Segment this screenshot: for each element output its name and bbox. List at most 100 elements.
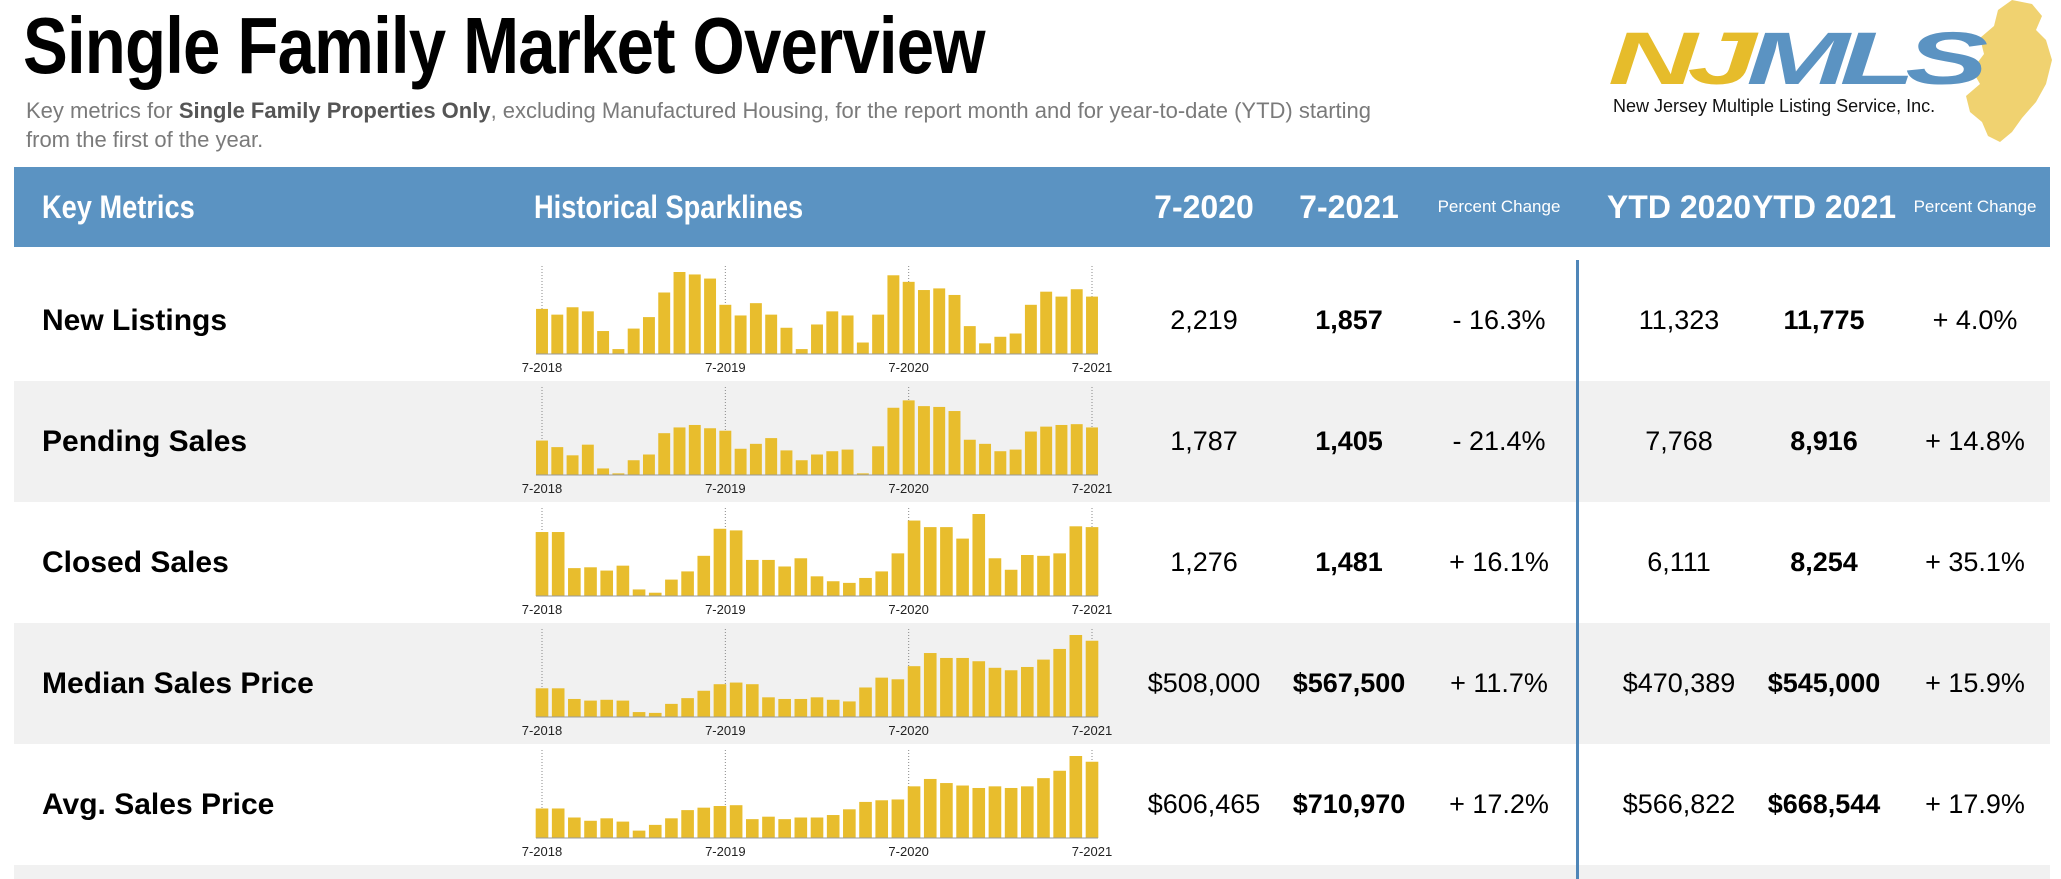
sparkline-bar [780, 450, 793, 475]
sparkline-bar [1085, 640, 1099, 717]
sparkline-bar [762, 697, 775, 717]
sparkline-bar [994, 336, 1007, 354]
sparkline-bar [704, 428, 717, 475]
table-row-pending-sales: Pending Sales 7-2018 7-2019 7-2020 7-2021 1… [14, 381, 2050, 502]
sparkline-bar [627, 328, 640, 354]
sparkline-bar [948, 294, 961, 354]
value-month-prev: $606,465 [1147, 789, 1261, 819]
sparkline-bar [597, 331, 610, 354]
sparkline-bar [940, 527, 953, 596]
value-month-prev: 2,219 [1170, 305, 1238, 335]
sparkline-bar [681, 810, 694, 838]
sparkline-bar [778, 819, 791, 838]
sparkline-bar [568, 817, 581, 838]
value-ytd-prev: $566,822 [1622, 789, 1736, 819]
sparkline-bar [688, 424, 701, 475]
sparkline-bar [810, 576, 824, 596]
sparkline-bar [632, 589, 646, 596]
sparkline-bar [642, 317, 655, 354]
sparkline-bar [745, 819, 759, 838]
sparkline-bar [734, 315, 747, 354]
sparkline-bar [1055, 296, 1068, 354]
sparkline-bar [1070, 289, 1083, 354]
sparkline-bar [551, 447, 564, 475]
sparkline-tick-label: 7-2018 [522, 602, 562, 617]
sparkline-bar [1020, 666, 1034, 717]
sparkline-bar [1069, 526, 1083, 596]
sparkline-bar [704, 278, 717, 354]
table-row-median-sales-price: Median Sales Price 7-2018 7-2019 7-2020 7-2… [14, 623, 2050, 744]
sparkline-bar [843, 809, 856, 838]
sparkline-new-listings: 7-2018 7-2019 7-2020 7-2021 [522, 266, 1112, 375]
sparkline-bar [794, 698, 808, 717]
sparkline-bar [1020, 786, 1034, 838]
sparkline-bar [856, 342, 869, 354]
sparkline-bar [535, 688, 549, 717]
sparkline-bar [778, 566, 791, 596]
metric-name: Median Sales Price [42, 667, 314, 700]
sparkline-bar [616, 700, 630, 717]
subtitle-rest: , excluding Manufactured Housing, for th… [26, 98, 1372, 152]
value-month-curr: $710,970 [1292, 789, 1406, 819]
sparkline-bar [600, 699, 614, 717]
sparkline-bar [762, 559, 775, 596]
sparkline-bar [826, 815, 840, 838]
sparkline-avg-sales-price: 7-2018 7-2019 7-2020 7-2021 [522, 750, 1112, 859]
sparkline-bar [713, 528, 727, 596]
table-row-new-listings: New Listings 7-2018 7-2019 7-2020 7-2021 2,… [14, 260, 2050, 381]
sparkline-bar [535, 532, 549, 596]
sparkline-bar [1070, 424, 1083, 475]
sparkline-bar [940, 783, 953, 838]
table-row-closed-sales: Closed Sales 7-2018 7-2019 7-2020 7-2021 1,… [14, 502, 2050, 623]
sparkline-bar [887, 275, 900, 354]
sparkline-bar [907, 786, 921, 838]
sparkline-bar [719, 430, 732, 475]
sparkline-bar [826, 699, 840, 717]
sparkline-bar [1037, 778, 1050, 838]
sparkline-bar [697, 807, 711, 838]
sparkline-pending-sales: 7-2018 7-2019 7-2020 7-2021 [522, 387, 1112, 496]
sparkline-bar [1020, 555, 1034, 596]
sparkline-bar [1085, 527, 1099, 596]
sparkline-bar [673, 427, 686, 475]
value-percent-change: + 11.7% [1450, 668, 1548, 698]
column-ytd-prev: YTD 2020 [1606, 189, 1752, 225]
value-ytd-percent-change: + 14.8% [1925, 426, 2025, 456]
sparkline-bar [551, 314, 564, 354]
sparkline-bar [875, 571, 889, 596]
sparkline-bar [688, 274, 701, 354]
sparkline-bar [843, 701, 856, 717]
sparkline-bar [811, 324, 823, 354]
value-month-prev: 1,787 [1170, 426, 1238, 456]
logo-mls: MLS [1746, 17, 1987, 100]
value-percent-change: - 21.4% [1452, 426, 1546, 456]
sparkline-bar [632, 712, 646, 717]
table-row-avg-sales-price: Avg. Sales Price 7-2018 7-2019 7-2020 7-202… [14, 744, 2050, 865]
value-month-curr: 1,481 [1315, 547, 1383, 577]
sparkline-bar [859, 577, 872, 596]
sparkline-bar [811, 454, 823, 475]
sparkline-tick-label: 7-2019 [705, 723, 745, 738]
sparkline-bar [972, 661, 986, 717]
logo-caption: New Jersey Multiple Listing Service, Inc… [1613, 96, 1936, 116]
sparkline-bar [972, 514, 986, 596]
sparkline-tick-label: 7-2021 [1072, 844, 1112, 859]
value-ytd-percent-change: + 15.9% [1925, 668, 2025, 698]
sparkline-bar [948, 411, 961, 475]
sparkline-bar [979, 343, 992, 354]
column-ytd-percent-change: Percent Change [1913, 197, 2037, 216]
sparkline-bar [988, 667, 1002, 717]
value-ytd-curr: $545,000 [1767, 668, 1881, 698]
sparkline-bar [988, 786, 1002, 838]
value-ytd-prev: 6,111 [1647, 547, 1711, 577]
value-percent-change: - 16.3% [1452, 305, 1546, 335]
sparkline-bar [902, 400, 915, 475]
sparkline-bar [891, 553, 905, 596]
sparkline-bar [907, 666, 921, 717]
value-month-curr: $567,500 [1292, 668, 1406, 698]
sparkline-bar [729, 530, 743, 596]
sparkline-bar [665, 703, 678, 717]
column-percent-change: Percent Change [1437, 197, 1561, 216]
sparkline-bar [1086, 427, 1098, 475]
sparkline-bar [600, 570, 614, 596]
